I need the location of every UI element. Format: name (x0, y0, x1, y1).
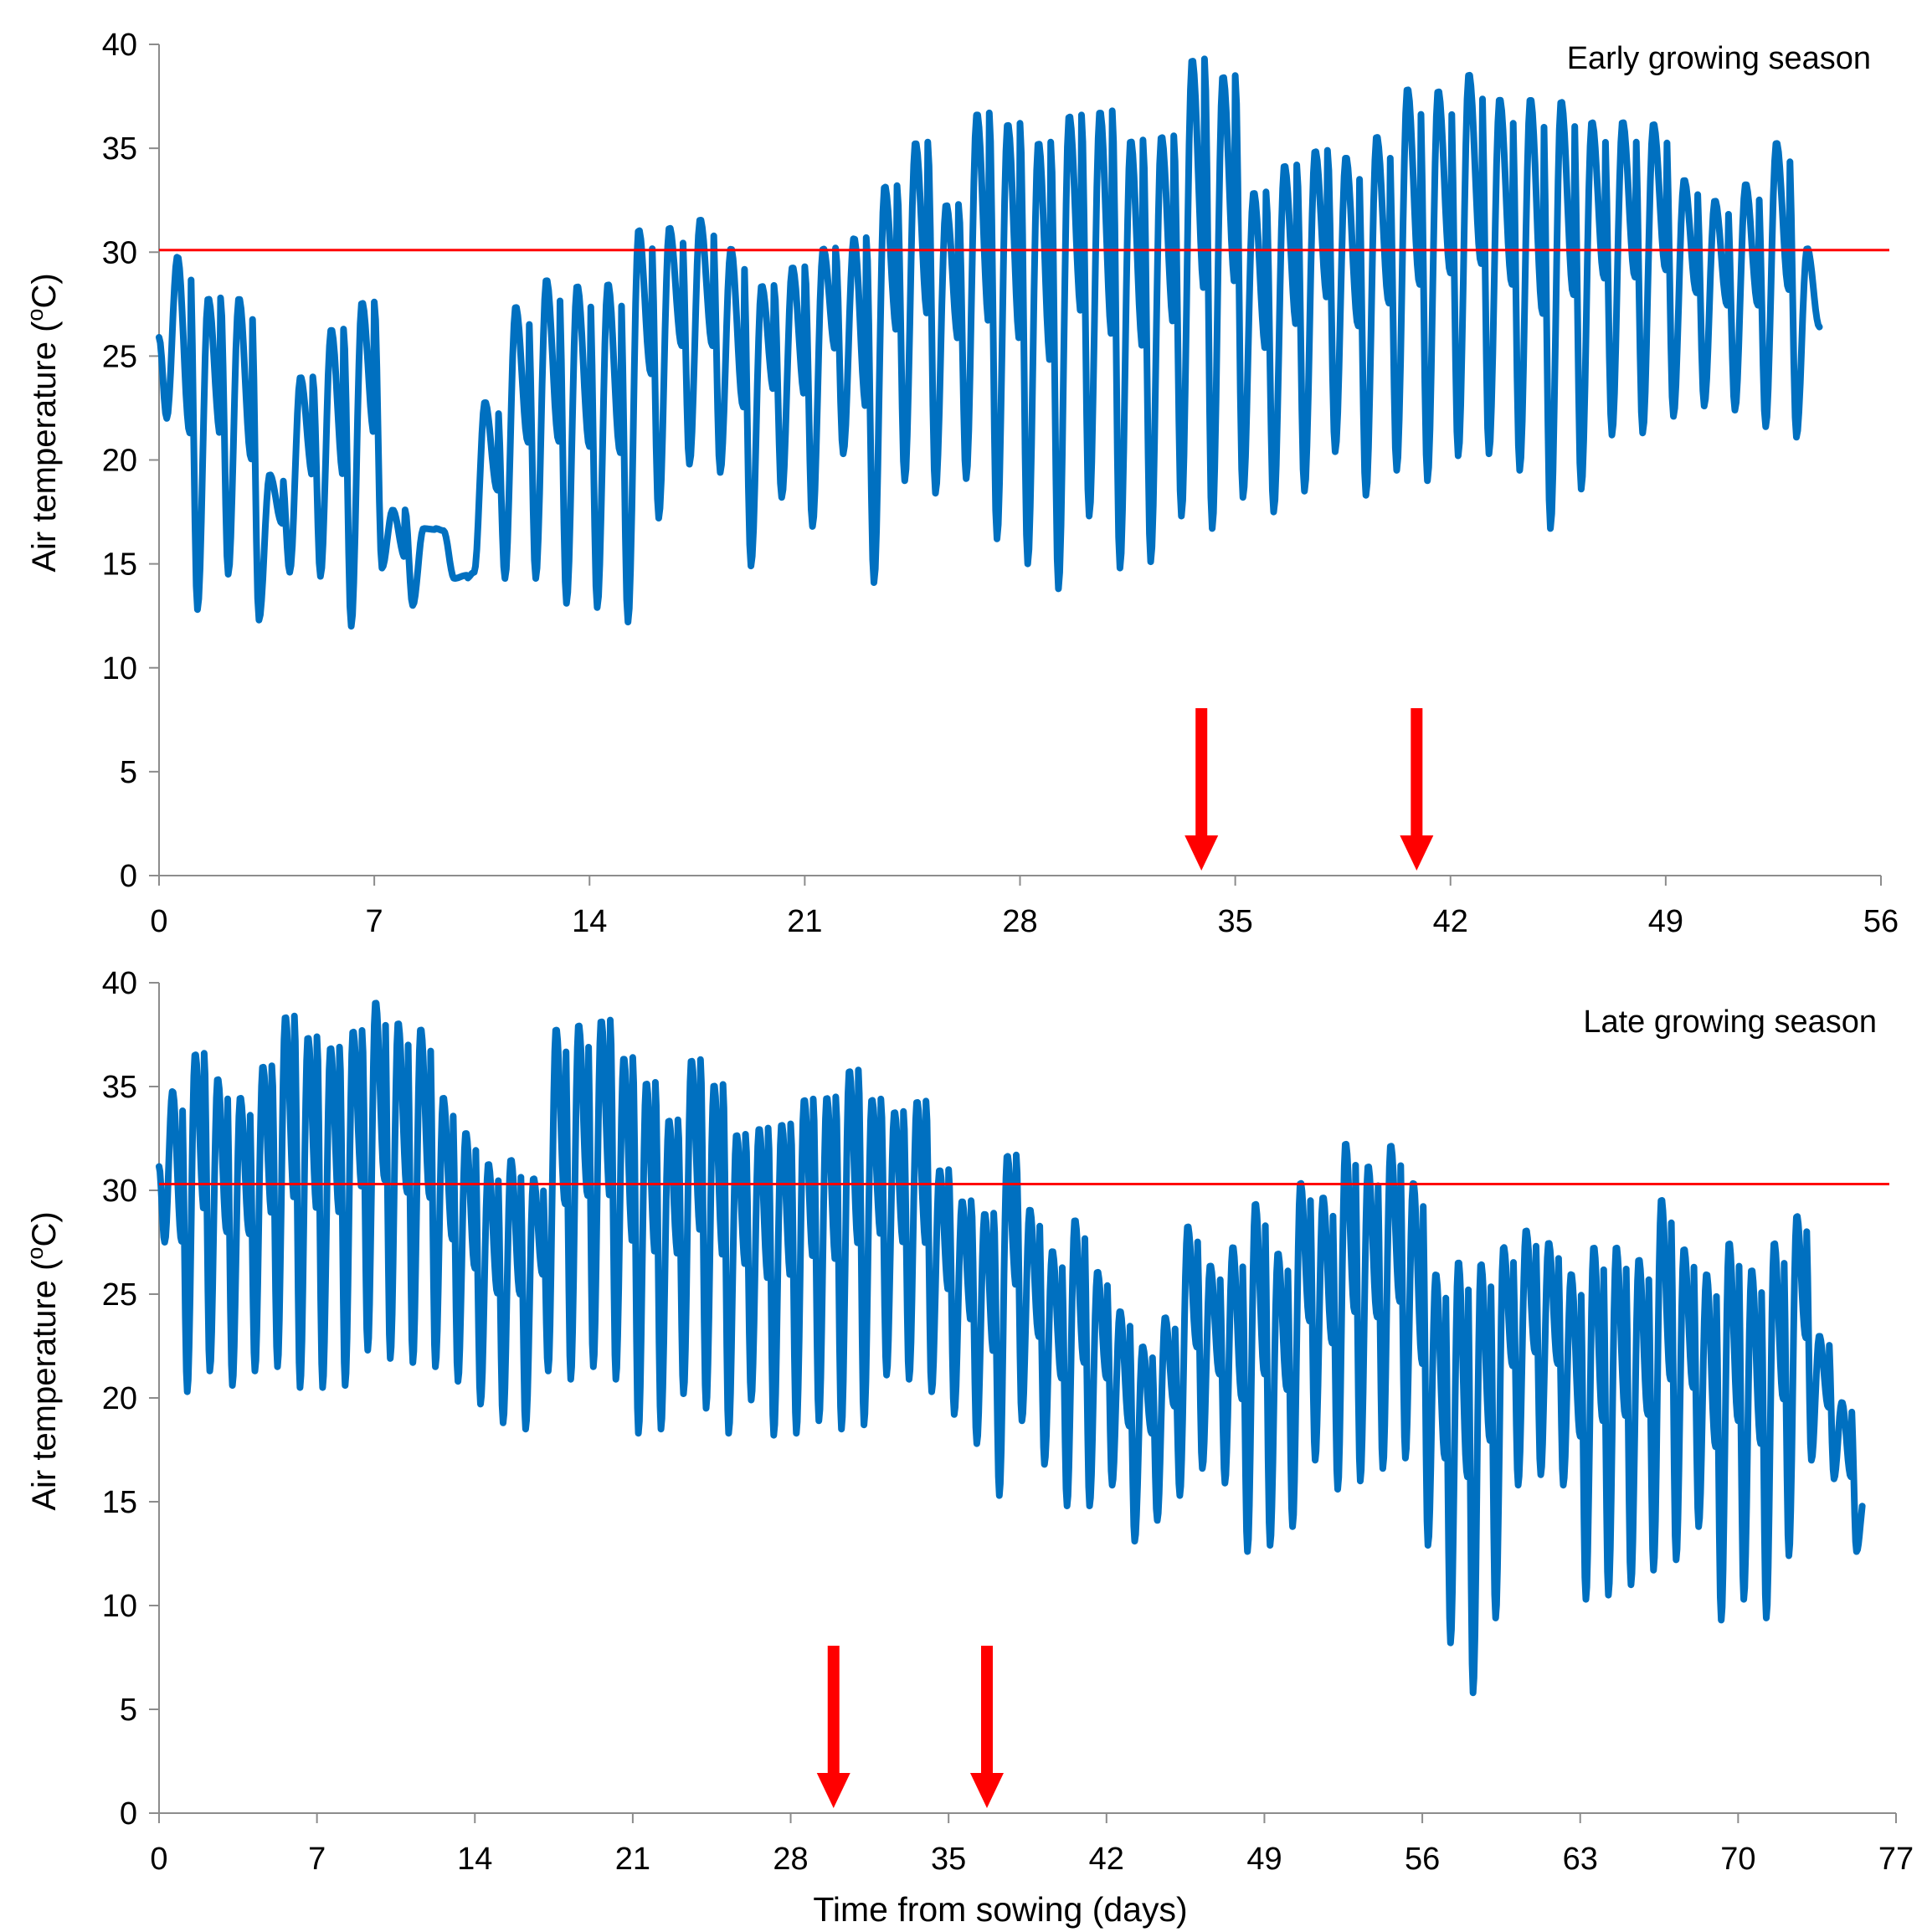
early-season-y-label-sup: o (23, 309, 48, 321)
early-x-tick-label: 56 (1863, 904, 1899, 939)
early-temperature-series (156, 55, 1823, 630)
early-season-chart: 0 5 10 15 20 25 30 35 40 0 7 14 21 28 35 42 49 56 Early g… (23, 28, 1899, 939)
late-season-x-axis-label: Time from sowing (days) (813, 1890, 1187, 1929)
early-y-tick-label: 5 (120, 755, 137, 790)
early-y-tick-label: 10 (102, 651, 137, 686)
early-x-tick-label: 7 (366, 904, 383, 939)
early-y-tick-label: 0 (120, 859, 137, 894)
late-y-tick-label: 40 (102, 966, 137, 1001)
early-x-tick-label: 42 (1433, 904, 1468, 939)
early-x-tick-label: 49 (1648, 904, 1683, 939)
late-marker-arrow (969, 1646, 1004, 1808)
late-y-tick-label: 30 (102, 1174, 137, 1209)
late-y-tick-label: 0 (120, 1796, 137, 1832)
late-season-y-label-prefix: Air temperature ( (26, 1259, 63, 1511)
late-x-tick-label: 0 (150, 1842, 167, 1877)
late-season-y-axis-label: Air temperature (oC) (23, 1211, 63, 1510)
late-season-y-label-sup: o (23, 1247, 48, 1260)
late-x-tick-label: 49 (1246, 1842, 1282, 1877)
late-y-tick-label: 10 (102, 1589, 137, 1624)
early-x-tick-label: 28 (1002, 904, 1037, 939)
late-x-tick-label: 42 (1089, 1842, 1124, 1877)
late-x-tick-label: 70 (1720, 1842, 1755, 1877)
early-y-tick-label: 35 (102, 131, 137, 167)
early-season-marks: 0 5 10 15 20 25 30 35 40 0 7 14 21 28 35 42 49 56 (102, 28, 1899, 939)
early-y-tick-label: 40 (102, 28, 137, 63)
early-x-tick-label: 14 (572, 904, 607, 939)
late-marker-arrow (816, 1646, 850, 1808)
early-season-title: Early growing season (1567, 41, 1871, 76)
late-temperature-series (156, 999, 1866, 1697)
early-season-y-axis-label: Air temperature (oC) (23, 273, 63, 572)
late-x-tick-label: 7 (308, 1842, 326, 1877)
late-season-chart: 0 5 10 15 20 25 30 35 40 0 7 14 21 28 35 42 49 56 63 70 77 L… (23, 966, 1914, 1929)
late-y-tick-label: 35 (102, 1070, 137, 1105)
late-y-tick-label: 25 (102, 1277, 137, 1313)
early-x-tick-label: 0 (150, 904, 167, 939)
early-y-tick-label: 30 (102, 235, 137, 270)
late-x-tick-label: 21 (615, 1842, 650, 1877)
late-y-tick-label: 5 (120, 1693, 137, 1728)
late-x-tick-label: 14 (457, 1842, 492, 1877)
early-x-tick-label: 35 (1217, 904, 1252, 939)
late-x-tick-label: 35 (931, 1842, 966, 1877)
early-marker-arrow (1400, 708, 1434, 871)
early-y-tick-label: 15 (102, 547, 137, 583)
late-x-tick-label: 28 (773, 1842, 808, 1877)
late-x-tick-label: 63 (1563, 1842, 1598, 1877)
early-marker-arrow (1184, 708, 1219, 871)
late-x-tick-label: 56 (1405, 1842, 1440, 1877)
late-y-tick-label: 15 (102, 1485, 137, 1520)
early-season-y-label-prefix: Air temperature ( (26, 321, 63, 573)
late-y-tick-label: 20 (102, 1381, 137, 1416)
late-x-tick-label: 77 (1878, 1842, 1914, 1877)
early-y-tick-label: 20 (102, 444, 137, 479)
early-y-tick-label: 25 (102, 339, 137, 374)
late-season-title: Late growing season (1583, 1005, 1877, 1040)
late-season-marks: 0 5 10 15 20 25 30 35 40 0 7 14 21 28 35 42 49 56 63 70 77 (102, 966, 1914, 1877)
early-x-tick-label: 21 (787, 904, 822, 939)
early-season-y-label-suffix: C) (26, 273, 63, 308)
late-season-y-label-suffix: C) (26, 1211, 63, 1246)
